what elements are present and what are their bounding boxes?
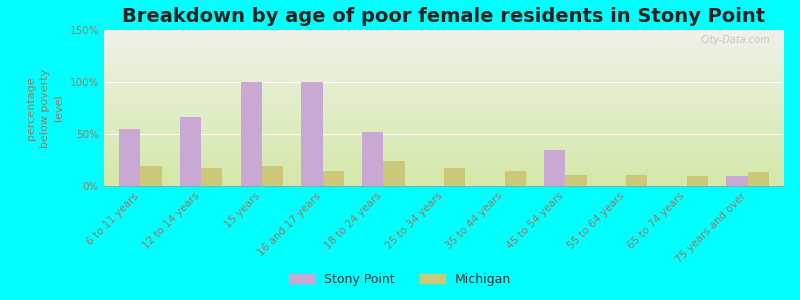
Legend: Stony Point, Michigan: Stony Point, Michigan: [284, 268, 516, 291]
Bar: [444, 168, 466, 186]
Bar: [505, 171, 526, 186]
Bar: [241, 82, 262, 186]
Bar: [322, 171, 344, 186]
Bar: [119, 129, 141, 186]
Title: Breakdown by age of poor female residents in Stony Point: Breakdown by age of poor female resident…: [122, 7, 766, 26]
Bar: [141, 166, 162, 186]
Bar: [626, 175, 647, 186]
Bar: [262, 166, 283, 186]
Bar: [180, 117, 201, 186]
Bar: [383, 161, 405, 186]
Bar: [726, 176, 747, 186]
Bar: [687, 176, 708, 186]
Bar: [747, 172, 769, 186]
Bar: [544, 150, 566, 186]
Bar: [302, 82, 322, 186]
Bar: [566, 175, 586, 186]
Y-axis label: percentage
below poverty
level: percentage below poverty level: [26, 68, 64, 148]
Bar: [362, 132, 383, 186]
Text: City-Data.com: City-Data.com: [701, 35, 770, 45]
Bar: [201, 168, 222, 186]
